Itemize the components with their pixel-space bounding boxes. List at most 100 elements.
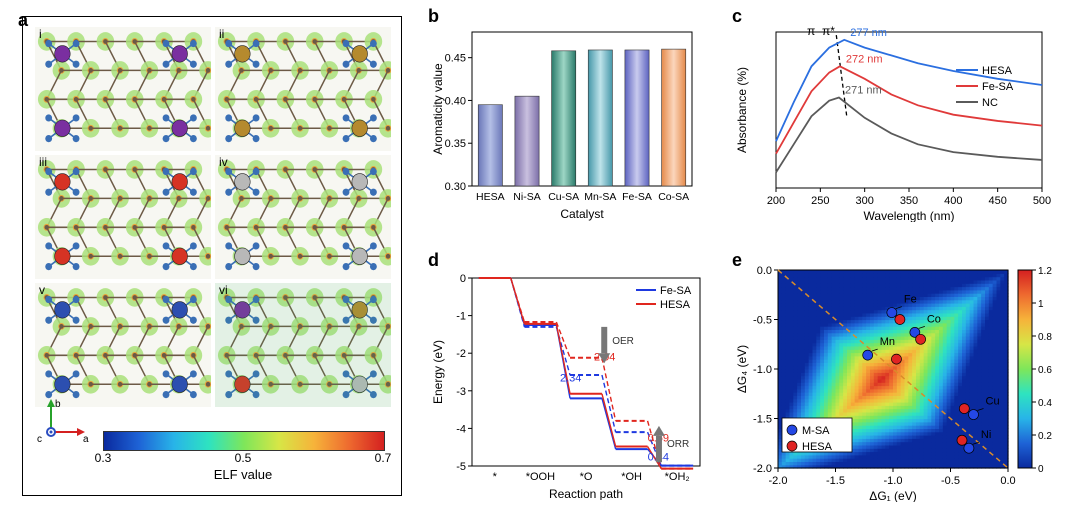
- svg-text:400: 400: [944, 195, 962, 207]
- svg-text:Fe-SA: Fe-SA: [660, 285, 692, 297]
- svg-text:0.8: 0.8: [1038, 332, 1052, 343]
- svg-text:200: 200: [767, 195, 785, 207]
- svg-text:-4: -4: [456, 423, 466, 435]
- svg-text:277 nm: 277 nm: [850, 27, 887, 39]
- svg-text:-1: -1: [456, 311, 466, 323]
- panel-d: 0 -1 -2 -3 -4 -5 Energy (eV) Reaction path * *OOH…: [428, 270, 708, 500]
- svg-text:500: 500: [1033, 195, 1051, 207]
- svg-text:350: 350: [900, 195, 918, 207]
- elf-tick-min: 0.3: [95, 451, 112, 465]
- svg-text:0: 0: [460, 273, 466, 285]
- svg-text:*O: *O: [580, 471, 593, 483]
- elf-cell-i: [35, 27, 211, 151]
- svg-text:HESA: HESA: [982, 65, 1013, 77]
- svg-text:-2.0: -2.0: [753, 463, 772, 475]
- svg-text:U_L-ORR(V): U_L-ORR(V): [1061, 338, 1062, 401]
- svg-text:300: 300: [855, 195, 873, 207]
- svg-text:Fe-SA: Fe-SA: [982, 81, 1014, 93]
- elf-cell-v: [35, 283, 211, 407]
- svg-text:Fe: Fe: [904, 294, 917, 306]
- svg-text:-0.5: -0.5: [941, 475, 960, 487]
- svg-text:Ni-SA: Ni-SA: [513, 191, 540, 203]
- elf-cell-ii: [215, 27, 391, 151]
- elf-cell-iii: [35, 155, 211, 279]
- svg-text:*OOH: *OOH: [526, 471, 555, 483]
- svg-text:-5: -5: [456, 461, 466, 473]
- svg-text:HESA: HESA: [660, 299, 691, 311]
- svg-text:-2: -2: [456, 348, 466, 360]
- panel-b: 0.30 0.35 0.40 0.45Aromaticity value HESA Ni-…: [428, 22, 698, 222]
- svg-text:1.2: 1.2: [1038, 266, 1052, 277]
- svg-text:*: *: [493, 471, 498, 483]
- svg-text:OER: OER: [612, 336, 634, 347]
- panel-a-box: i ii iii iv v vi b a c 0.3 0.5 0.7 ELF v…: [22, 16, 402, 496]
- svg-text:0.4: 0.4: [1038, 398, 1052, 409]
- svg-text:0.35: 0.35: [445, 138, 466, 150]
- svg-text:-0.5: -0.5: [753, 315, 772, 327]
- svg-text:Aromaticity value: Aromaticity value: [431, 63, 445, 155]
- svg-text:Mn-SA: Mn-SA: [584, 191, 616, 203]
- svg-text:Mn: Mn: [880, 336, 895, 348]
- svg-text:-1.5: -1.5: [826, 475, 845, 487]
- elf-cell-vi: [215, 283, 391, 407]
- svg-text:0: 0: [1038, 464, 1044, 475]
- svg-text:-1.0: -1.0: [884, 475, 903, 487]
- elf-colorbar: 0.3 0.5 0.7 ELF value: [103, 425, 383, 485]
- svg-text:0.0: 0.0: [757, 265, 772, 277]
- svg-text:Catalyst: Catalyst: [560, 207, 604, 221]
- svg-text:ΔG₄ (eV): ΔG₄ (eV): [735, 345, 749, 393]
- svg-text:2.34: 2.34: [560, 372, 581, 384]
- svg-text:-1.5: -1.5: [753, 414, 772, 426]
- svg-text:Reaction path: Reaction path: [549, 487, 623, 500]
- svg-text:Cu-SA: Cu-SA: [548, 191, 579, 203]
- svg-text:Wavelength (nm): Wavelength (nm): [864, 209, 955, 222]
- svg-text:1: 1: [1038, 299, 1044, 310]
- compass-a: a: [83, 434, 89, 445]
- svg-text:ΔG₁ (eV): ΔG₁ (eV): [869, 489, 916, 502]
- elf-title: ELF value: [103, 467, 383, 482]
- svg-text:0.40: 0.40: [445, 95, 466, 107]
- svg-text:272 nm: 272 nm: [846, 53, 883, 65]
- svg-text:Absorbance (%): Absorbance (%): [735, 67, 749, 153]
- svg-text:π–π*: π–π*: [807, 24, 835, 38]
- svg-text:0.45: 0.45: [445, 53, 466, 65]
- elf-sublabel-iii: iii: [39, 155, 47, 169]
- elf-tick-max: 0.7: [375, 451, 392, 465]
- svg-text:-2.0: -2.0: [769, 475, 788, 487]
- svg-text:250: 250: [811, 195, 829, 207]
- panel-c: 200 250 300 350 400 450 500 Absorbance (%) Wavel…: [732, 22, 1052, 222]
- svg-text:-1.0: -1.0: [753, 364, 772, 376]
- svg-text:Energy (eV): Energy (eV): [431, 340, 445, 404]
- svg-text:ORR: ORR: [667, 439, 689, 450]
- elf-sublabel-ii: ii: [219, 27, 224, 41]
- elf-sublabel-iv: iv: [219, 155, 228, 169]
- svg-text:NC: NC: [982, 97, 998, 109]
- figure: a i ii iii iv v vi b a c: [0, 0, 1080, 520]
- panel-e: -2.0-2.0 -1.5 -1.5 -1.0 -1.0 -0.5 -0.5 0.0 0.0 ΔG…: [732, 262, 1062, 502]
- compass-b: b: [55, 399, 61, 410]
- elf-grid: [35, 27, 391, 407]
- svg-text:Co: Co: [927, 313, 941, 325]
- svg-text:M-SA: M-SA: [802, 425, 830, 437]
- elf-sublabel-vi: vi: [219, 283, 228, 297]
- svg-text:0.0: 0.0: [1000, 475, 1015, 487]
- svg-text:HESA: HESA: [476, 191, 505, 203]
- svg-text:271 nm: 271 nm: [845, 85, 882, 97]
- svg-text:Fe-SA: Fe-SA: [622, 191, 652, 203]
- svg-text:0.2: 0.2: [1038, 431, 1052, 442]
- svg-text:0.30: 0.30: [445, 181, 466, 193]
- svg-text:HESA: HESA: [802, 441, 833, 453]
- svg-text:Cu: Cu: [986, 396, 1000, 408]
- svg-text:450: 450: [988, 195, 1006, 207]
- svg-text:-3: -3: [456, 386, 466, 398]
- svg-text:Co-SA: Co-SA: [658, 191, 689, 203]
- svg-text:*OH: *OH: [621, 471, 642, 483]
- elf-cell-iv: [215, 155, 391, 279]
- compass-c: c: [37, 434, 42, 445]
- axis-compass: b a c: [33, 397, 93, 447]
- svg-text:0.6: 0.6: [1038, 365, 1052, 376]
- elf-sublabel-v: v: [39, 283, 45, 297]
- svg-text:*OH₂: *OH₂: [665, 471, 690, 483]
- elf-sublabel-i: i: [39, 27, 42, 41]
- panel-d-label: d: [428, 250, 439, 271]
